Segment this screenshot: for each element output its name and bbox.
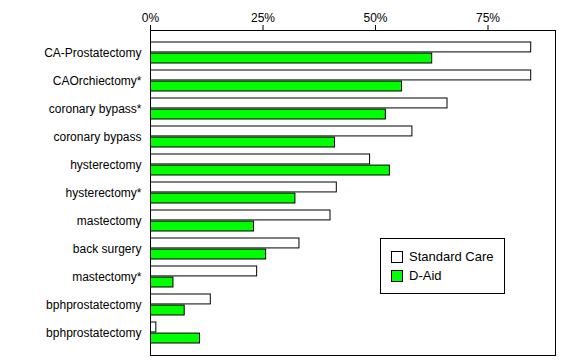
svg-text:CAOrchiectomy*: CAOrchiectomy*	[53, 74, 142, 88]
svg-text:CA-Prostatectomy: CA-Prostatectomy	[44, 46, 141, 60]
svg-text:mastectomy*: mastectomy*	[72, 270, 142, 284]
svg-text:coronary bypass: coronary bypass	[53, 130, 141, 144]
svg-text:25%: 25%	[251, 11, 275, 25]
html-text:Standard Care: Standard Care	[409, 249, 494, 264]
html-text:D-Aid: D-Aid	[409, 268, 442, 283]
svg-text:0%: 0%	[142, 11, 160, 25]
svg-text:50%: 50%	[363, 11, 387, 25]
svg-text:75%: 75%	[476, 11, 500, 25]
svg-text:hysterectomy: hysterectomy	[70, 158, 141, 172]
svg-text:hysterectomy*: hysterectomy*	[65, 186, 141, 200]
svg-text:bphprostatectomy: bphprostatectomy	[46, 326, 141, 340]
svg-text:back surgery: back surgery	[73, 242, 142, 256]
svg-text:coronary bypass*: coronary bypass*	[49, 102, 142, 116]
svg-text:mastectomy: mastectomy	[77, 214, 142, 228]
svg-text:bphprostatectomy: bphprostatectomy	[46, 298, 141, 312]
